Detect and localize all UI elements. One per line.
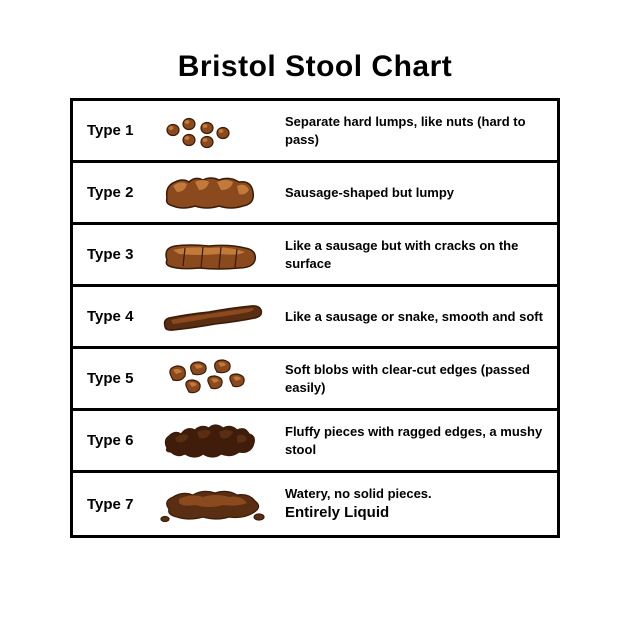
type-label: Type 1	[87, 122, 159, 139]
chart-title: Bristol Stool Chart	[178, 50, 453, 84]
type1-icon	[159, 106, 279, 156]
type7-icon	[159, 479, 279, 529]
table-row: Type 2 Sausage-shaped but lumpy	[73, 163, 557, 225]
table-row: Type 6 Fluffy pieces with ragged edges, …	[73, 411, 557, 473]
type-label: Type 3	[87, 246, 159, 263]
type-description: Like a sausage or snake, smooth and soft	[279, 308, 547, 326]
stool-chart-table: Type 1 Separate hard lumps, like nuts (h…	[70, 98, 560, 538]
type-description: Watery, no solid pieces. Entirely Liquid	[279, 485, 547, 524]
type4-icon	[159, 292, 279, 342]
desc-extra: Entirely Liquid	[285, 503, 547, 523]
type2-icon	[159, 168, 279, 218]
type-label: Type 6	[87, 432, 159, 449]
desc-text: Watery, no solid pieces.	[285, 486, 432, 501]
type3-icon	[159, 230, 279, 280]
table-row: Type 4 Like a sausage or snake, smooth a…	[73, 287, 557, 349]
table-row: Type 5 Soft blobs with clear-cut edges (…	[73, 349, 557, 411]
type-label: Type 2	[87, 184, 159, 201]
type-description: Separate hard lumps, like nuts (hard to …	[279, 113, 547, 148]
type6-icon	[159, 416, 279, 466]
type-description: Soft blobs with clear-cut edges (passed …	[279, 361, 547, 396]
table-row: Type 1 Separate hard lumps, like nuts (h…	[73, 101, 557, 163]
type-description: Like a sausage but with cracks on the su…	[279, 237, 547, 272]
type-label: Type 4	[87, 308, 159, 325]
type-label: Type 7	[87, 496, 159, 513]
type-label: Type 5	[87, 370, 159, 387]
type-description: Sausage-shaped but lumpy	[279, 184, 547, 202]
table-row: Type 3 Like a sausage but with cracks on…	[73, 225, 557, 287]
type-description: Fluffy pieces with ragged edges, a mushy…	[279, 423, 547, 458]
type5-icon	[159, 354, 279, 404]
table-row: Type 7 Watery, no solid pieces. Entirely…	[73, 473, 557, 535]
